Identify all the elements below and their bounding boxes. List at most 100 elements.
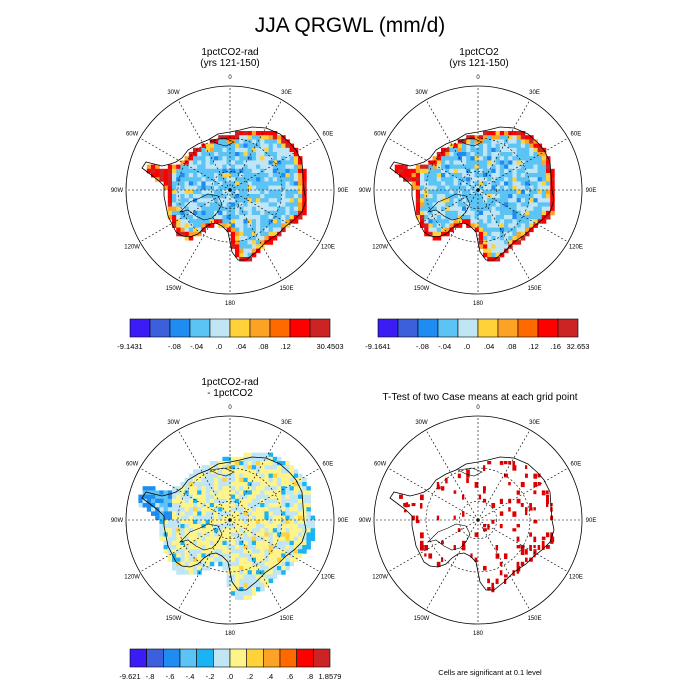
- field-cell: [474, 135, 480, 140]
- field-cell: [272, 528, 278, 533]
- field-cell: [516, 202, 522, 207]
- field-cell: [474, 168, 480, 174]
- field-cell: [546, 215, 551, 220]
- field-cell: [260, 156, 265, 161]
- field-cell: [172, 536, 177, 542]
- field-cell: [188, 473, 194, 479]
- field-cell: [272, 557, 278, 563]
- field-cell: [483, 244, 488, 249]
- field-cell: [537, 156, 543, 161]
- field-cell: [491, 227, 496, 233]
- field-cell: [411, 168, 417, 174]
- field-cell: [512, 177, 517, 182]
- field-cell: [251, 244, 257, 249]
- field-cell: [247, 473, 253, 479]
- field-cell: [201, 519, 206, 525]
- field-cell: [209, 210, 215, 216]
- field-cell: [298, 160, 303, 165]
- field-cell: [222, 139, 227, 144]
- field-cell: [172, 519, 177, 525]
- field-cell: [495, 181, 501, 186]
- field-cell: [537, 189, 543, 195]
- field-cell: [251, 511, 257, 516]
- field-cell: [445, 173, 450, 178]
- field-cell: [293, 498, 299, 504]
- field-cell: [256, 498, 261, 504]
- field-cell: [289, 181, 295, 186]
- field-cell: [449, 143, 454, 149]
- field-cell: [222, 498, 227, 504]
- field-cell: [298, 545, 303, 550]
- field-cell: [285, 473, 290, 479]
- field-cell: [159, 168, 164, 174]
- field-cell: [222, 210, 227, 216]
- field-cell: [180, 227, 185, 233]
- field-cell: [298, 482, 303, 487]
- field-cell: [537, 143, 543, 149]
- field-cell: [293, 494, 299, 500]
- field-cell: [504, 189, 509, 195]
- field-cell: [260, 524, 265, 529]
- field-cell: [264, 177, 269, 182]
- field-cell: [239, 456, 244, 462]
- field-cell: [197, 503, 202, 508]
- field-cell: [289, 210, 295, 216]
- significant-cell: [466, 477, 469, 484]
- field-cell: [205, 202, 211, 207]
- field-cell: [201, 515, 206, 521]
- field-cell: [239, 240, 244, 245]
- field-cell: [235, 181, 240, 186]
- field-cell: [281, 486, 286, 491]
- significant-cell: [462, 511, 465, 517]
- field-cell: [201, 223, 206, 228]
- field-cell: [441, 194, 446, 199]
- field-cell: [281, 223, 286, 228]
- field-cell: [247, 477, 253, 483]
- field-cell: [172, 486, 177, 491]
- field-cell: [197, 490, 202, 495]
- meridian-line: [425, 189, 479, 281]
- field-cell: [533, 152, 538, 157]
- field-cell: [201, 486, 206, 491]
- field-cell: [516, 206, 522, 212]
- field-cell: [209, 519, 215, 525]
- field-cell: [550, 198, 555, 203]
- field-cell: [457, 210, 463, 216]
- field-cell: [428, 227, 433, 233]
- field-cell: [289, 147, 295, 153]
- field-cell: [428, 189, 433, 195]
- field-cell: [428, 210, 433, 216]
- field-cell: [247, 515, 253, 521]
- colorbar-tick-label: -9.1431: [117, 342, 142, 351]
- field-cell: [247, 194, 253, 199]
- field-cell: [163, 185, 169, 191]
- field-cell: [504, 227, 509, 233]
- field-cell: [277, 524, 282, 529]
- field-cell: [289, 557, 295, 563]
- field-cell: [222, 524, 227, 529]
- field-cell: [243, 528, 248, 533]
- field-cell: [180, 206, 185, 212]
- field-cell: [449, 215, 454, 220]
- field-cell: [436, 185, 442, 191]
- field-cell: [230, 570, 236, 575]
- field-cell: [420, 219, 425, 224]
- colorbar-box: [313, 648, 331, 668]
- field-cell: [184, 528, 190, 533]
- field-cell: [197, 528, 202, 533]
- field-cell: [478, 147, 484, 153]
- field-cell: [478, 181, 484, 186]
- field-cell: [487, 236, 492, 241]
- field-cell: [462, 139, 467, 144]
- field-cell: [193, 189, 198, 195]
- field-cell: [424, 215, 429, 220]
- field-cell: [151, 164, 156, 170]
- colorbar-tick-label: -.4: [186, 672, 195, 681]
- significant-cell: [533, 507, 536, 511]
- field-cell: [205, 486, 211, 491]
- field-cell: [235, 553, 240, 558]
- field-cell: [256, 223, 261, 228]
- field-cell: [256, 147, 261, 153]
- field-cell: [483, 173, 488, 178]
- field-cell: [146, 168, 152, 174]
